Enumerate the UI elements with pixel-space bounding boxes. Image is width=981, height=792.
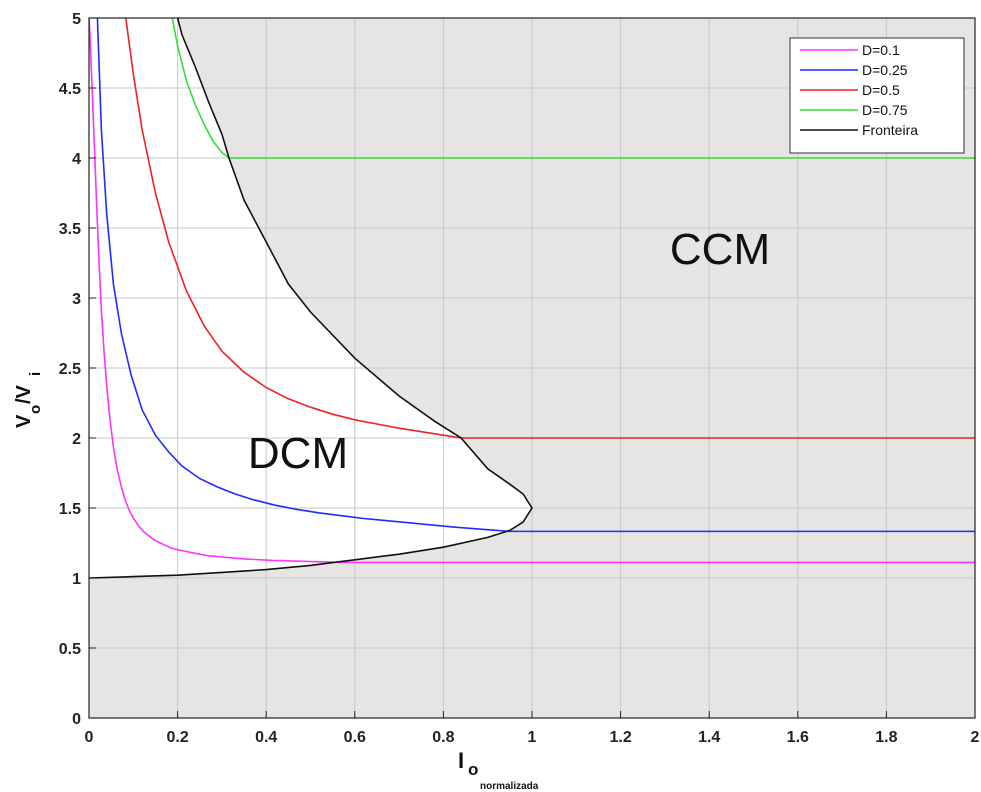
- y-tick-label: 2: [72, 431, 81, 448]
- legend: D=0.1 D=0.25 D=0.5 D=0.75 Fronteira: [789, 37, 965, 154]
- ccm-label: CCM: [670, 225, 770, 274]
- x-axis-label: I o normalizada: [458, 748, 539, 792]
- x-tick-label: 1.4: [698, 729, 720, 746]
- legend-label: D=0.1: [862, 42, 900, 58]
- x-tick-label: 0: [85, 729, 94, 746]
- series-layer: [89, 18, 975, 579]
- y-axis-label-slash: /V: [13, 384, 35, 404]
- x-tick-label: 0.4: [255, 729, 277, 746]
- dcm-label: DCM: [248, 429, 348, 478]
- y-tick-label: 1: [72, 571, 81, 588]
- legend-label: D=0.75: [862, 102, 908, 118]
- y-tick-label: 5: [72, 11, 81, 28]
- legend-label: Fronteira: [862, 122, 918, 138]
- series-d-0-75-dcm-line: [171, 18, 230, 159]
- series-d-0-1-dcm-line: [89, 18, 341, 564]
- x-tick-label: 0.6: [344, 729, 366, 746]
- series-fronteira-line: [89, 18, 533, 579]
- x-axis-label-subsub: normalizada: [480, 781, 539, 792]
- legend-box: [789, 37, 965, 154]
- x-tick-label: 0.2: [166, 729, 188, 746]
- ticks: 0 0.2 0.4 0.6 0.8 1 1.2 1.4 1.6 1.8 2 0 0.5 1 1.5 2 2.5 3…: [59, 11, 980, 746]
- y-axis-label-sub1: o: [27, 405, 44, 414]
- y-tick-label: 3.5: [59, 221, 81, 238]
- legend-label: D=0.25: [862, 62, 908, 78]
- x-tick-label: 1.2: [609, 729, 631, 746]
- y-tick-label: 3: [72, 291, 81, 308]
- series-d-0-5-dcm-line: [125, 18, 462, 439]
- y-tick-label: 4.5: [59, 81, 81, 98]
- y-axis-label: V o /V i: [13, 372, 44, 428]
- x-tick-label: 1: [528, 729, 537, 746]
- x-tick-label: 1.8: [875, 729, 897, 746]
- series-d-0-25-dcm-line: [96, 18, 510, 533]
- legend-label: D=0.5: [862, 82, 900, 98]
- y-tick-label: 4: [72, 151, 81, 168]
- x-tick-label: 0.8: [432, 729, 454, 746]
- x-tick-label: 2: [971, 729, 980, 746]
- x-tick-label: 1.6: [787, 729, 809, 746]
- y-tick-label: 0.5: [59, 641, 81, 658]
- y-axis-label-main: V: [13, 414, 35, 428]
- y-tick-label: 0: [72, 711, 81, 728]
- y-tick-label: 1.5: [59, 501, 81, 518]
- x-axis-label-main: I: [458, 748, 464, 773]
- y-axis-label-sub2: i: [27, 372, 44, 376]
- x-axis-label-sub: o: [468, 760, 478, 779]
- y-tick-label: 2.5: [59, 361, 81, 378]
